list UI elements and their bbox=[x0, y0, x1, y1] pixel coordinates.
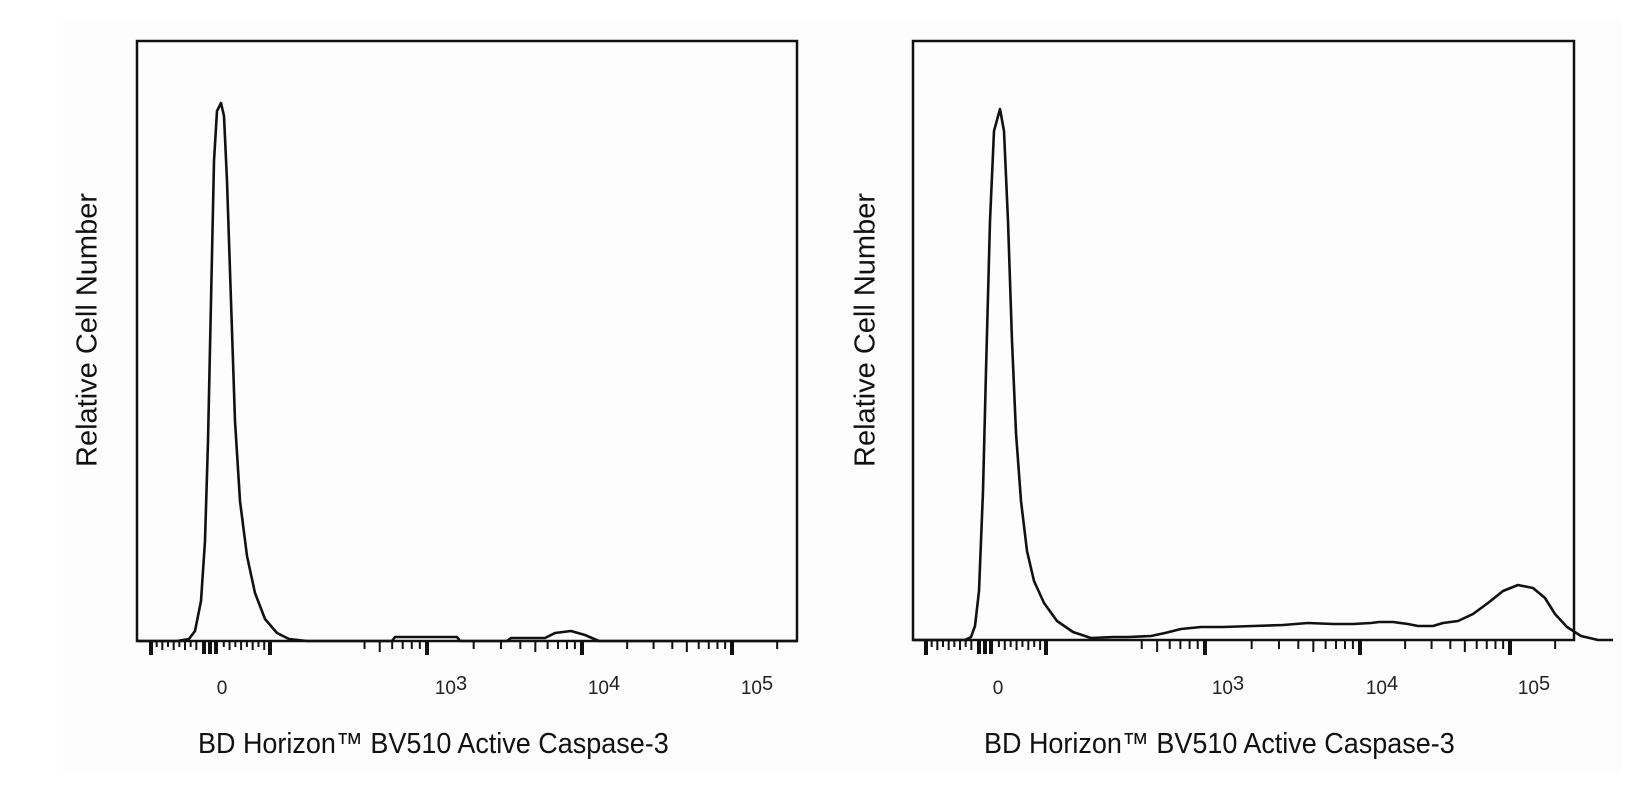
tick-text: 10 bbox=[587, 678, 610, 699]
tick-text: 10 bbox=[740, 678, 763, 699]
x-tick-label-1e3-left: 103 bbox=[434, 674, 467, 700]
tick-text: 0 bbox=[216, 678, 228, 699]
tick-text: 0 bbox=[992, 678, 1004, 699]
plot-frame bbox=[911, 39, 1576, 642]
x-axis-label-right: BD Horizon™ BV510 Active Caspase-3 bbox=[984, 728, 1455, 760]
x-tick-label-1e4-left: 104 bbox=[587, 674, 620, 700]
x-axis-label-left: BD Horizon™ BV510 Active Caspase-3 bbox=[198, 728, 669, 760]
tick-text: 10 bbox=[434, 678, 457, 699]
x-tick-label-0-left: 0 bbox=[217, 678, 228, 700]
x-tick-label-1e5-right: 105 bbox=[1517, 674, 1550, 700]
plot-left bbox=[135, 39, 799, 655]
tick-text: 10 bbox=[1517, 678, 1540, 699]
tick-text: 10 bbox=[1211, 678, 1234, 699]
x-axis-ticks bbox=[149, 641, 779, 655]
plot-right bbox=[911, 39, 1613, 655]
tick-exponent: 3 bbox=[1233, 673, 1245, 695]
tick-exponent: 4 bbox=[609, 673, 621, 695]
tick-exponent: 5 bbox=[762, 673, 774, 695]
x-tick-label-1e3-right: 103 bbox=[1211, 674, 1244, 700]
tick-exponent: 3 bbox=[456, 673, 468, 695]
plot-frame bbox=[135, 39, 799, 643]
x-tick-label-1e5-left: 105 bbox=[740, 674, 773, 700]
tick-exponent: 5 bbox=[1539, 673, 1551, 695]
y-axis-label-left: Relative Cell Number bbox=[71, 193, 104, 467]
histogram-curve-treated bbox=[913, 107, 1613, 642]
x-tick-label-0-right: 0 bbox=[993, 678, 1004, 700]
histogram-curve-control bbox=[137, 101, 797, 643]
tick-exponent: 4 bbox=[1387, 673, 1399, 695]
x-axis-ticks bbox=[924, 641, 1557, 655]
tick-text: 10 bbox=[1365, 678, 1388, 699]
y-axis-label-right: Relative Cell Number bbox=[849, 193, 882, 467]
x-tick-label-1e4-right: 104 bbox=[1365, 674, 1398, 700]
